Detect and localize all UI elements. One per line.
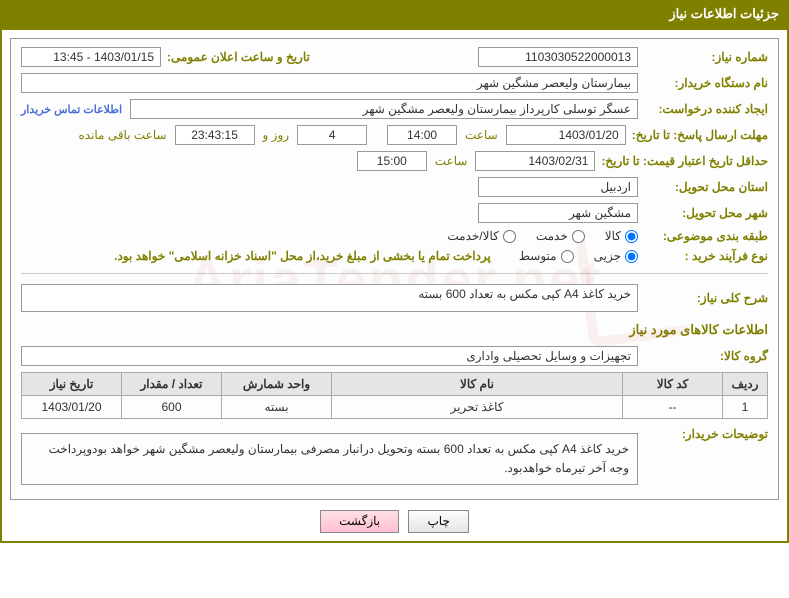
cat-both-option[interactable]: کالا/خدمت [447, 229, 515, 243]
cat-service-radio[interactable] [572, 230, 585, 243]
proc-partial-radio[interactable] [625, 250, 638, 263]
process-radio-group: جزیی متوسط [503, 249, 638, 263]
table-cell: 1403/01/20 [22, 396, 122, 419]
title-bar: جزئیات اطلاعات نیاز [0, 0, 789, 28]
th-code: کد کالا [623, 373, 723, 396]
category-label: طبقه بندی موضوعی: [638, 229, 768, 243]
back-button[interactable]: بازگشت [320, 510, 399, 533]
validity-time-field: 15:00 [357, 151, 427, 171]
proc-medium-option[interactable]: متوسط [519, 249, 574, 263]
outer-frame: AriaTender.net شماره نیاز: 1103030522000… [0, 28, 789, 543]
divider-1 [21, 273, 768, 274]
print-button[interactable]: چاپ [408, 510, 468, 533]
response-deadline-label: مهلت ارسال پاسخ: تا تاریخ: [626, 128, 768, 142]
announce-field: 1403/01/15 - 13:45 [21, 47, 161, 67]
page-title: جزئیات اطلاعات نیاز [669, 6, 779, 21]
cat-goods-option[interactable]: کالا [605, 229, 638, 243]
table-cell: -- [623, 396, 723, 419]
need-no-field: 1103030522000013 [478, 47, 638, 67]
group-field: تجهیزات و وسایل تحصیلی واداری [21, 346, 638, 366]
summary-field: خرید کاغذ A4 کپی مکس به تعداد 600 بسته [21, 284, 638, 312]
days-field: 4 [297, 125, 367, 145]
process-note: پرداخت تمام یا بخشی از مبلغ خرید،از محل … [114, 249, 503, 263]
summary-label: شرح کلی نیاز: [638, 291, 768, 305]
cat-both-radio[interactable] [503, 230, 516, 243]
cat-service-option[interactable]: خدمت [536, 229, 585, 243]
province-label: استان محل تحویل: [638, 180, 768, 194]
requester-label: ایجاد کننده درخواست: [638, 102, 768, 116]
items-table: ردیف کد کالا نام کالا واحد شمارش تعداد /… [21, 372, 768, 419]
city-field: مشگین شهر [478, 203, 638, 223]
table-cell: بسته [222, 396, 332, 419]
proc-medium-radio[interactable] [561, 250, 574, 263]
table-row: 1--کاغذ تحریربسته6001403/01/20 [22, 396, 768, 419]
time-label-1: ساعت [457, 128, 506, 142]
th-date: تاریخ نیاز [22, 373, 122, 396]
buyer-field: بیمارستان ولیعصر مشگین شهر [21, 73, 638, 93]
cat-goods-radio[interactable] [625, 230, 638, 243]
process-label: نوع فرآیند خرید : [638, 249, 768, 263]
remaining-label: ساعت باقی مانده [70, 128, 174, 142]
buyer-label: نام دستگاه خریدار: [638, 76, 768, 90]
response-time-field: 14:00 [387, 125, 457, 145]
days-and-label: روز و [255, 128, 298, 142]
th-name: نام کالا [332, 373, 623, 396]
goods-section-title: اطلاعات کالاهای مورد نیاز [21, 322, 768, 338]
th-qty: تعداد / مقدار [122, 373, 222, 396]
validity-date-field: 1403/02/31 [475, 151, 595, 171]
inner-frame: شماره نیاز: 1103030522000013 تاریخ و ساع… [10, 38, 779, 500]
notes-label: توضیحات خریدار: [638, 427, 768, 441]
response-date-field: 1403/01/20 [506, 125, 626, 145]
table-cell: 600 [122, 396, 222, 419]
th-row: ردیف [723, 373, 768, 396]
need-no-label: شماره نیاز: [638, 50, 768, 64]
table-cell: کاغذ تحریر [332, 396, 623, 419]
validity-label: حداقل تاریخ اعتبار قیمت: تا تاریخ: [595, 154, 768, 168]
group-label: گروه کالا: [638, 349, 768, 363]
province-field: اردبیل [478, 177, 638, 197]
table-cell: 1 [723, 396, 768, 419]
city-label: شهر محل تحویل: [638, 206, 768, 220]
button-row: چاپ بازگشت [10, 510, 779, 533]
category-radio-group: کالا خدمت کالا/خدمت [431, 229, 638, 243]
notes-box: خرید کاغذ A4 کپی مکس به تعداد 600 بسته و… [21, 433, 638, 485]
remaining-time-field: 23:43:15 [175, 125, 255, 145]
th-unit: واحد شمارش [222, 373, 332, 396]
proc-partial-option[interactable]: جزیی [594, 249, 638, 263]
announce-label: تاریخ و ساعت اعلان عمومی: [161, 50, 310, 64]
requester-field: عسگر توسلی کارپرداز بیمارستان ولیعصر مشگ… [130, 99, 638, 119]
contact-link[interactable]: اطلاعات تماس خریدار [21, 103, 130, 116]
time-label-2: ساعت [427, 154, 476, 168]
